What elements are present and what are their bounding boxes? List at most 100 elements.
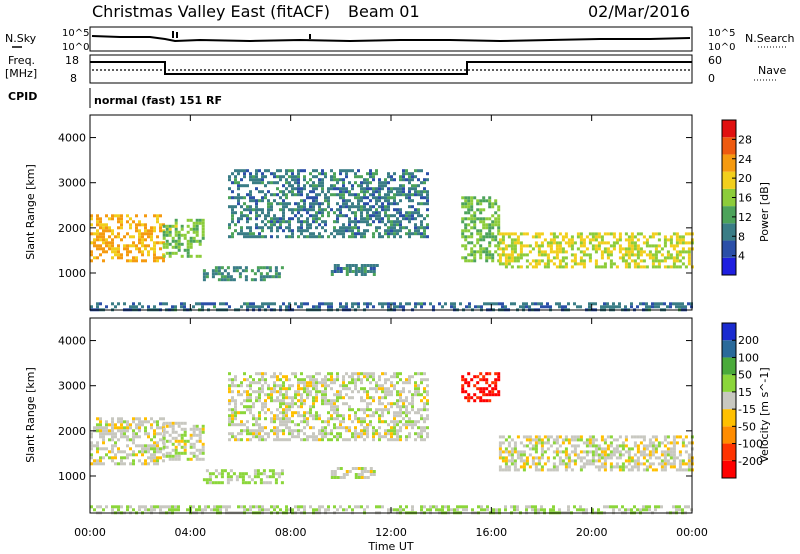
heatmap-cell (414, 387, 417, 391)
heatmap-cell (312, 235, 315, 239)
heatmap-cell (426, 214, 429, 218)
heatmap-cell (246, 508, 249, 512)
heatmap-cell (132, 438, 135, 442)
heatmap-cell (214, 469, 218, 473)
heatmap-cell (186, 457, 190, 461)
heatmap-cell (297, 235, 300, 239)
heatmap-cell (141, 423, 144, 427)
heatmap-cell (99, 253, 102, 257)
heatmap-cell (138, 417, 141, 421)
heatmap-cell (288, 220, 291, 224)
heatmap-cell (357, 305, 360, 309)
heatmap-cell (513, 468, 517, 472)
heatmap-cell (414, 211, 417, 215)
heatmap-cell (393, 384, 396, 388)
heatmap-cell (114, 505, 117, 509)
heatmap-cell (261, 405, 264, 409)
heatmap-cell (543, 441, 547, 445)
heatmap-cell (672, 459, 676, 463)
heatmap-cell (648, 253, 652, 257)
heatmap-cell (262, 266, 266, 270)
heatmap-cell (597, 456, 601, 460)
heatmap-cell (378, 387, 381, 391)
heatmap-cell (405, 302, 408, 306)
heatmap-cell (609, 262, 613, 266)
heatmap-cell (276, 426, 279, 430)
heatmap-cell (645, 244, 649, 248)
heatmap-cell (318, 508, 321, 512)
heatmap-cell (479, 199, 483, 203)
heatmap-cell (306, 423, 309, 427)
heatmap-cell (633, 441, 637, 445)
heatmap-cell (285, 438, 288, 442)
heatmap-cell (259, 278, 263, 282)
heatmap-cell (411, 175, 414, 179)
heatmap-cell (594, 250, 598, 254)
heatmap-cell (360, 181, 363, 185)
heatmap-cell (277, 475, 281, 479)
heatmap-cell (488, 232, 492, 236)
heatmap-cell (153, 305, 156, 309)
heatmap-cell (96, 459, 99, 463)
heatmap-cell (315, 175, 318, 179)
heatmap-cell (360, 429, 363, 433)
heatmap-cell (102, 229, 105, 233)
heatmap-cell (159, 229, 162, 233)
heatmap-cell (294, 214, 297, 218)
heatmap-cell (303, 175, 306, 179)
heatmap-cell (654, 253, 658, 257)
heatmap-cell (546, 256, 550, 260)
heatmap-cell (485, 223, 489, 227)
heatmap-cell (366, 408, 369, 412)
heatmap-cell (645, 453, 649, 457)
heatmap-cell (246, 420, 249, 424)
heatmap-cell (147, 447, 150, 451)
heatmap-cell (135, 417, 138, 421)
heatmap-cell (271, 469, 275, 473)
heatmap-cell (378, 378, 381, 382)
heatmap-cell (585, 253, 589, 257)
heatmap-cell (609, 305, 612, 309)
heatmap-cell (226, 475, 230, 479)
heatmap-cell (681, 247, 685, 251)
heatmap-cell (681, 438, 685, 442)
heatmap-cell (273, 199, 276, 203)
heatmap-cell (159, 302, 162, 306)
heatmap-cell (630, 447, 634, 451)
heatmap-cell (497, 244, 501, 248)
heatmap-cell (120, 420, 123, 424)
heatmap-cell (274, 275, 278, 279)
heatmap-cell (672, 444, 676, 448)
heatmap-cell (264, 223, 267, 227)
heatmap-cell (546, 253, 550, 257)
heatmap-cell (531, 302, 534, 306)
heatmap-cell (144, 244, 147, 248)
heatmap-cell (345, 267, 349, 270)
heatmap-cell (473, 384, 477, 388)
heatmap-cell (117, 420, 120, 424)
heatmap-cell (276, 399, 279, 403)
heatmap-cell (399, 396, 402, 400)
heatmap-cell (369, 175, 372, 179)
heatmap-cell (249, 211, 252, 215)
heatmap-cell (504, 459, 508, 463)
heatmap-cell (205, 275, 209, 279)
heatmap-cell (244, 481, 248, 485)
heatmap-cell (327, 235, 330, 239)
heatmap-cell (186, 251, 190, 255)
heatmap-cell (579, 465, 583, 469)
heatmap-cell (186, 218, 190, 222)
heatmap-cell (354, 378, 357, 382)
heatmap-cell (525, 435, 529, 439)
heatmap-cell (606, 232, 610, 236)
heatmap-cell (491, 214, 495, 218)
heatmap-cell (219, 508, 222, 512)
heatmap-cell (108, 438, 111, 442)
heatmap-cell (309, 226, 312, 230)
heatmap-cell (273, 181, 276, 185)
heatmap-cell (504, 462, 508, 466)
heatmap-cell (513, 259, 517, 263)
heatmap-cell (396, 217, 399, 221)
heatmap-cell (249, 405, 252, 409)
heatmap-cell (576, 456, 580, 460)
